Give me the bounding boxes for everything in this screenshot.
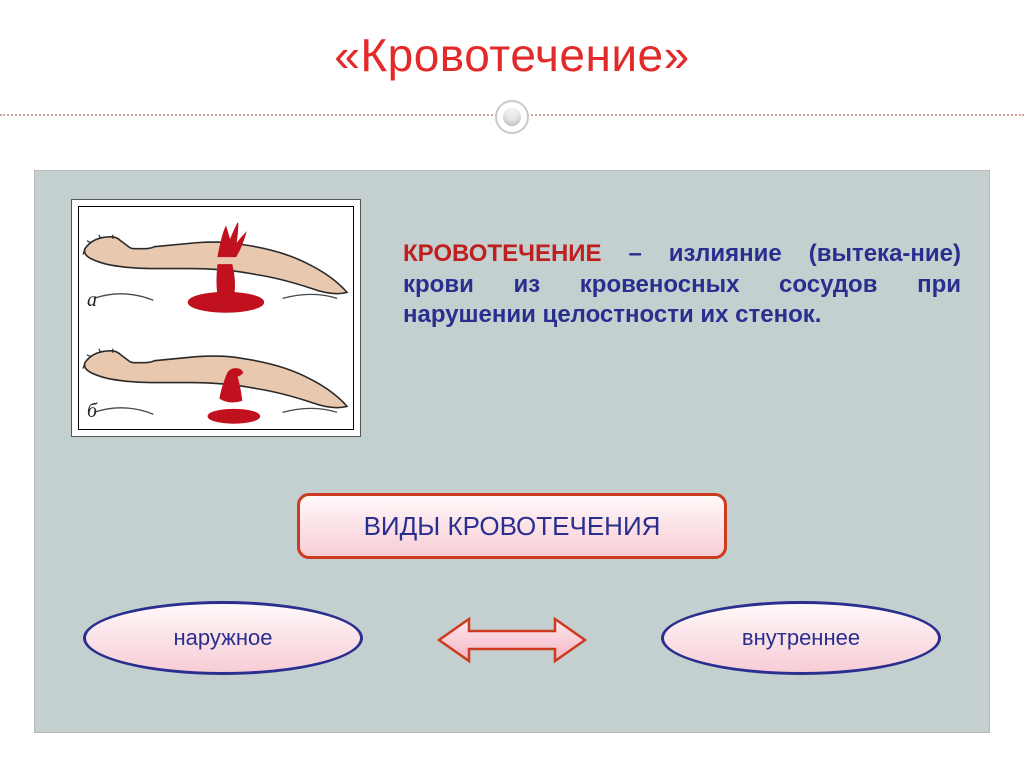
arm-b-svg [79, 319, 353, 430]
types-heading-label: ВИДЫ КРОВОТЕЧЕНИЯ [364, 511, 661, 542]
arm-row-b: б [79, 318, 353, 429]
arm-label-b: б [87, 400, 97, 423]
content-panel: а [34, 170, 990, 733]
arm-row-a: а [79, 207, 353, 318]
slide-title: «Кровотечение» [0, 28, 1024, 82]
oval-external: наружное [83, 601, 363, 675]
arm-a-svg [79, 207, 353, 318]
types-heading-box: ВИДЫ КРОВОТЕЧЕНИЯ [297, 493, 727, 559]
arm-label-a: а [87, 289, 97, 312]
header: «Кровотечение» [0, 0, 1024, 82]
double-arrow-icon [437, 615, 587, 665]
definition-term: КРОВОТЕЧЕНИЕ [403, 240, 602, 267]
oval-internal: внутреннее [661, 601, 941, 675]
illustration-card: а [71, 199, 361, 437]
divider-circle [495, 100, 529, 134]
body: а [0, 136, 1024, 767]
divider-circle-inner [503, 108, 521, 126]
oval-internal-label: внутреннее [742, 625, 860, 651]
illustration-inner: а [78, 206, 354, 430]
slide: «Кровотечение» [0, 0, 1024, 767]
definition-text: КРОВОТЕЧЕНИЕ – излияние (вытека-ние) кро… [403, 239, 961, 331]
oval-external-label: наружное [174, 625, 273, 651]
